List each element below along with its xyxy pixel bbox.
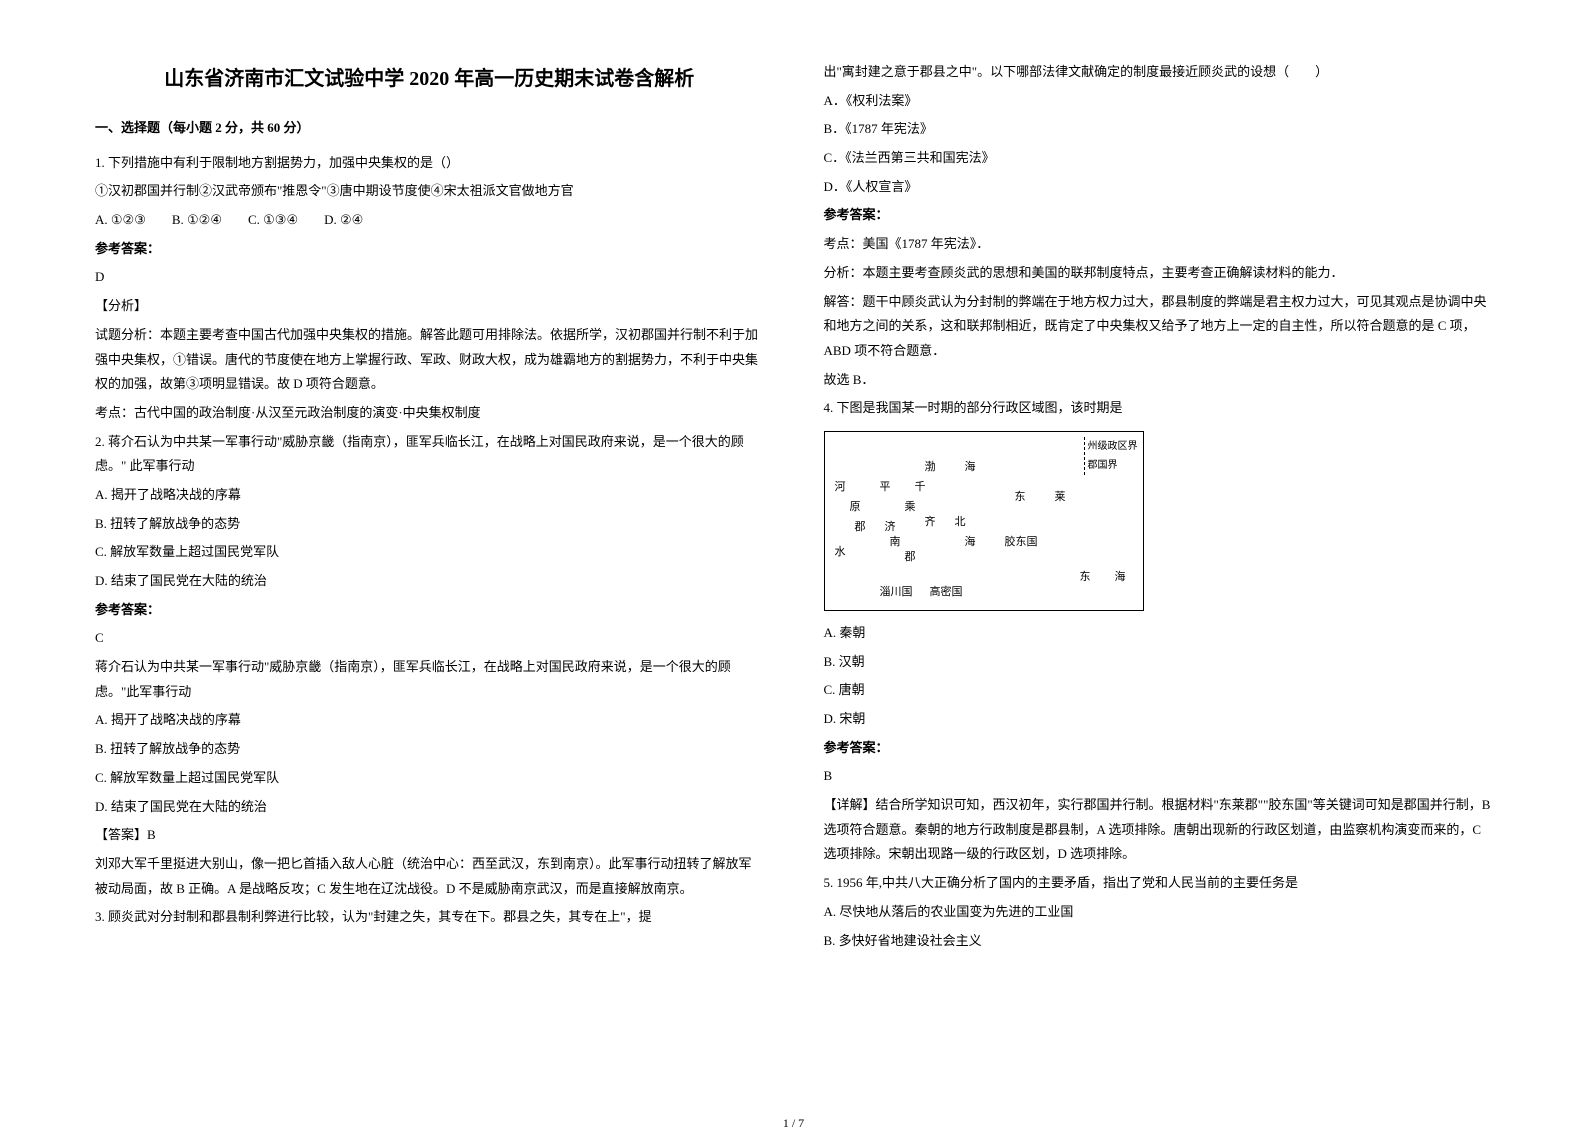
q5-opt-a: A. 尽快地从落后的农业国变为先进的工业国 — [824, 900, 1493, 925]
q2-answer: C — [95, 626, 764, 651]
q3-opt-a: A．《权利法案》 — [824, 89, 1493, 114]
section-header: 一、选择题（每小题 2 分，共 60 分） — [95, 116, 764, 141]
map-label: 东 — [1080, 567, 1091, 588]
q1-answer-label: 参考答案： — [95, 237, 764, 262]
q1-analysis-label: 【分析】 — [95, 294, 764, 319]
map-label: 郡 — [905, 547, 916, 568]
q2-opt-c: C. 解放军数量上超过国民党军队 — [95, 540, 764, 565]
q3-opt-b: B．《1787 年宪法》 — [824, 117, 1493, 142]
q2-opt-a: A. 揭开了战略决战的序幕 — [95, 483, 764, 508]
map-label: 南 — [890, 532, 901, 553]
map-label: 高密国 — [930, 582, 963, 603]
q4-text: 4. 下图是我国某一时期的部分行政区域图，该时期是 — [824, 396, 1493, 421]
document-title: 山东省济南市汇文试验中学 2020 年高一历史期末试卷含解析 — [95, 60, 764, 98]
q4-answer: B — [824, 764, 1493, 789]
map-label: 齐 — [925, 512, 936, 533]
map-label: 郡 — [855, 517, 866, 538]
q2-opt-d: D. 结束了国民党在大陆的统治 — [95, 569, 764, 594]
q4-opt-c: C. 唐朝 — [824, 678, 1493, 703]
q1-items: ①汉初郡国并行制②汉武帝颁布"推恩令"③唐中期设节度使④宋太祖派文官做地方官 — [95, 179, 764, 204]
map-label: 莱 — [1055, 487, 1066, 508]
q1-answer: D — [95, 265, 764, 290]
map-label: 乘 — [905, 497, 916, 518]
q4-opt-a: A. 秦朝 — [824, 621, 1493, 646]
q1-analysis1: 试题分析：本题主要考查中国古代加强中央集权的措施。解答此题可用排除法。依据所学，… — [95, 323, 764, 397]
map-label: 海 — [965, 457, 976, 478]
map-label: 海 — [965, 532, 976, 553]
q2-r-c: C. 解放军数量上超过国民党军队 — [95, 766, 764, 791]
map-label: 北 — [955, 512, 966, 533]
page-container: 山东省济南市汇文试验中学 2020 年高一历史期末试卷含解析 一、选择题（每小题… — [95, 60, 1492, 1092]
map-legend-1: 州级政区界 — [1088, 437, 1138, 456]
map-legend-2: 郡国界 — [1088, 456, 1138, 475]
right-column: 出"寓封建之意于郡县之中"。以下哪部法律文献确定的制度最接近顾炎武的设想（ ） … — [824, 60, 1493, 1092]
map-label: 渤 — [925, 457, 936, 478]
map-label: 东 — [1015, 487, 1026, 508]
q3-opt-c: C．《法兰西第三共和国宪法》 — [824, 146, 1493, 171]
q1-options: A. ①②③ B. ①②④ C. ①③④ D. ②④ — [95, 208, 764, 233]
map-label: 胶东国 — [1005, 532, 1038, 553]
left-column: 山东省济南市汇文试验中学 2020 年高一历史期末试卷含解析 一、选择题（每小题… — [95, 60, 764, 1092]
map-label: 原 — [850, 497, 861, 518]
q3-kaodian: 考点：美国《1787 年宪法》． — [824, 232, 1493, 257]
map-legend: 州级政区界 郡国界 — [1084, 437, 1138, 475]
q2-r-a: A. 揭开了战略决战的序幕 — [95, 708, 764, 733]
q2-ans2-label: 【答案】B — [95, 823, 764, 848]
q1-text: 1. 下列措施中有利于限制地方割据势力，加强中央集权的是（） — [95, 151, 764, 176]
q3-text2: 出"寓封建之意于郡县之中"。以下哪部法律文献确定的制度最接近顾炎武的设想（ ） — [824, 60, 1493, 85]
map-diagram: 州级政区界 郡国界 渤 海 河 平 千 东 莱 原 乘 济 齐 北 郡 南 海 … — [824, 431, 1144, 611]
page-number: 1 / 7 — [95, 1112, 1492, 1135]
q3-jieda: 解答：题干中顾炎武认为分封制的弊端在于地方权力过大，郡县制度的弊端是君主权力过大… — [824, 290, 1493, 364]
q2-repeat: 蒋介石认为中共某一军事行动"威胁京畿（指南京），匪军兵临长江，在战略上对国民政府… — [95, 655, 764, 704]
map-label: 淄川国 — [880, 582, 913, 603]
map-label: 千 — [915, 477, 926, 498]
q4-explain: 【详解】结合所学知识可知，西汉初年，实行郡国并行制。根据材料"东莱郡""胶东国"… — [824, 793, 1493, 867]
q2-r-b: B. 扭转了解放战争的态势 — [95, 737, 764, 762]
map-label: 平 — [880, 477, 891, 498]
map-label: 河 — [835, 477, 846, 498]
q3-answer-label: 参考答案： — [824, 203, 1493, 228]
q2-opt-b: B. 扭转了解放战争的态势 — [95, 512, 764, 537]
q4-answer-label: 参考答案： — [824, 736, 1493, 761]
q5-opt-b: B. 多快好省地建设社会主义 — [824, 929, 1493, 954]
q3-text: 3. 顾炎武对分封制和郡县制利弊进行比较，认为"封建之失，其专在下。郡县之失，其… — [95, 905, 764, 930]
q4-opt-b: B. 汉朝 — [824, 650, 1493, 675]
q1-analysis2: 考点：古代中国的政治制度·从汉至元政治制度的演变·中央集权制度 — [95, 401, 764, 426]
q2-explain: 刘邓大军千里挺进大别山，像一把匕首插入敌人心脏（统治中心：西至武汉，东到南京）。… — [95, 852, 764, 901]
q5-text: 5. 1956 年,中共八大正确分析了国内的主要矛盾，指出了党和人民当前的主要任… — [824, 871, 1493, 896]
map-label: 海 — [1115, 567, 1126, 588]
q4-opt-d: D. 宋朝 — [824, 707, 1493, 732]
q2-r-d: D. 结束了国民党在大陆的统治 — [95, 795, 764, 820]
map-label: 水 — [835, 542, 846, 563]
q3-opt-d: D．《人权宣言》 — [824, 175, 1493, 200]
q3-fenxi: 分析：本题主要考查顾炎武的思想和美国的联邦制度特点，主要考查正确解读材料的能力． — [824, 261, 1493, 286]
q2-text: 2. 蒋介石认为中共某一军事行动"威胁京畿（指南京），匪军兵临长江，在战略上对国… — [95, 430, 764, 479]
q2-answer-label: 参考答案： — [95, 598, 764, 623]
q3-guxuan: 故选 B． — [824, 368, 1493, 393]
